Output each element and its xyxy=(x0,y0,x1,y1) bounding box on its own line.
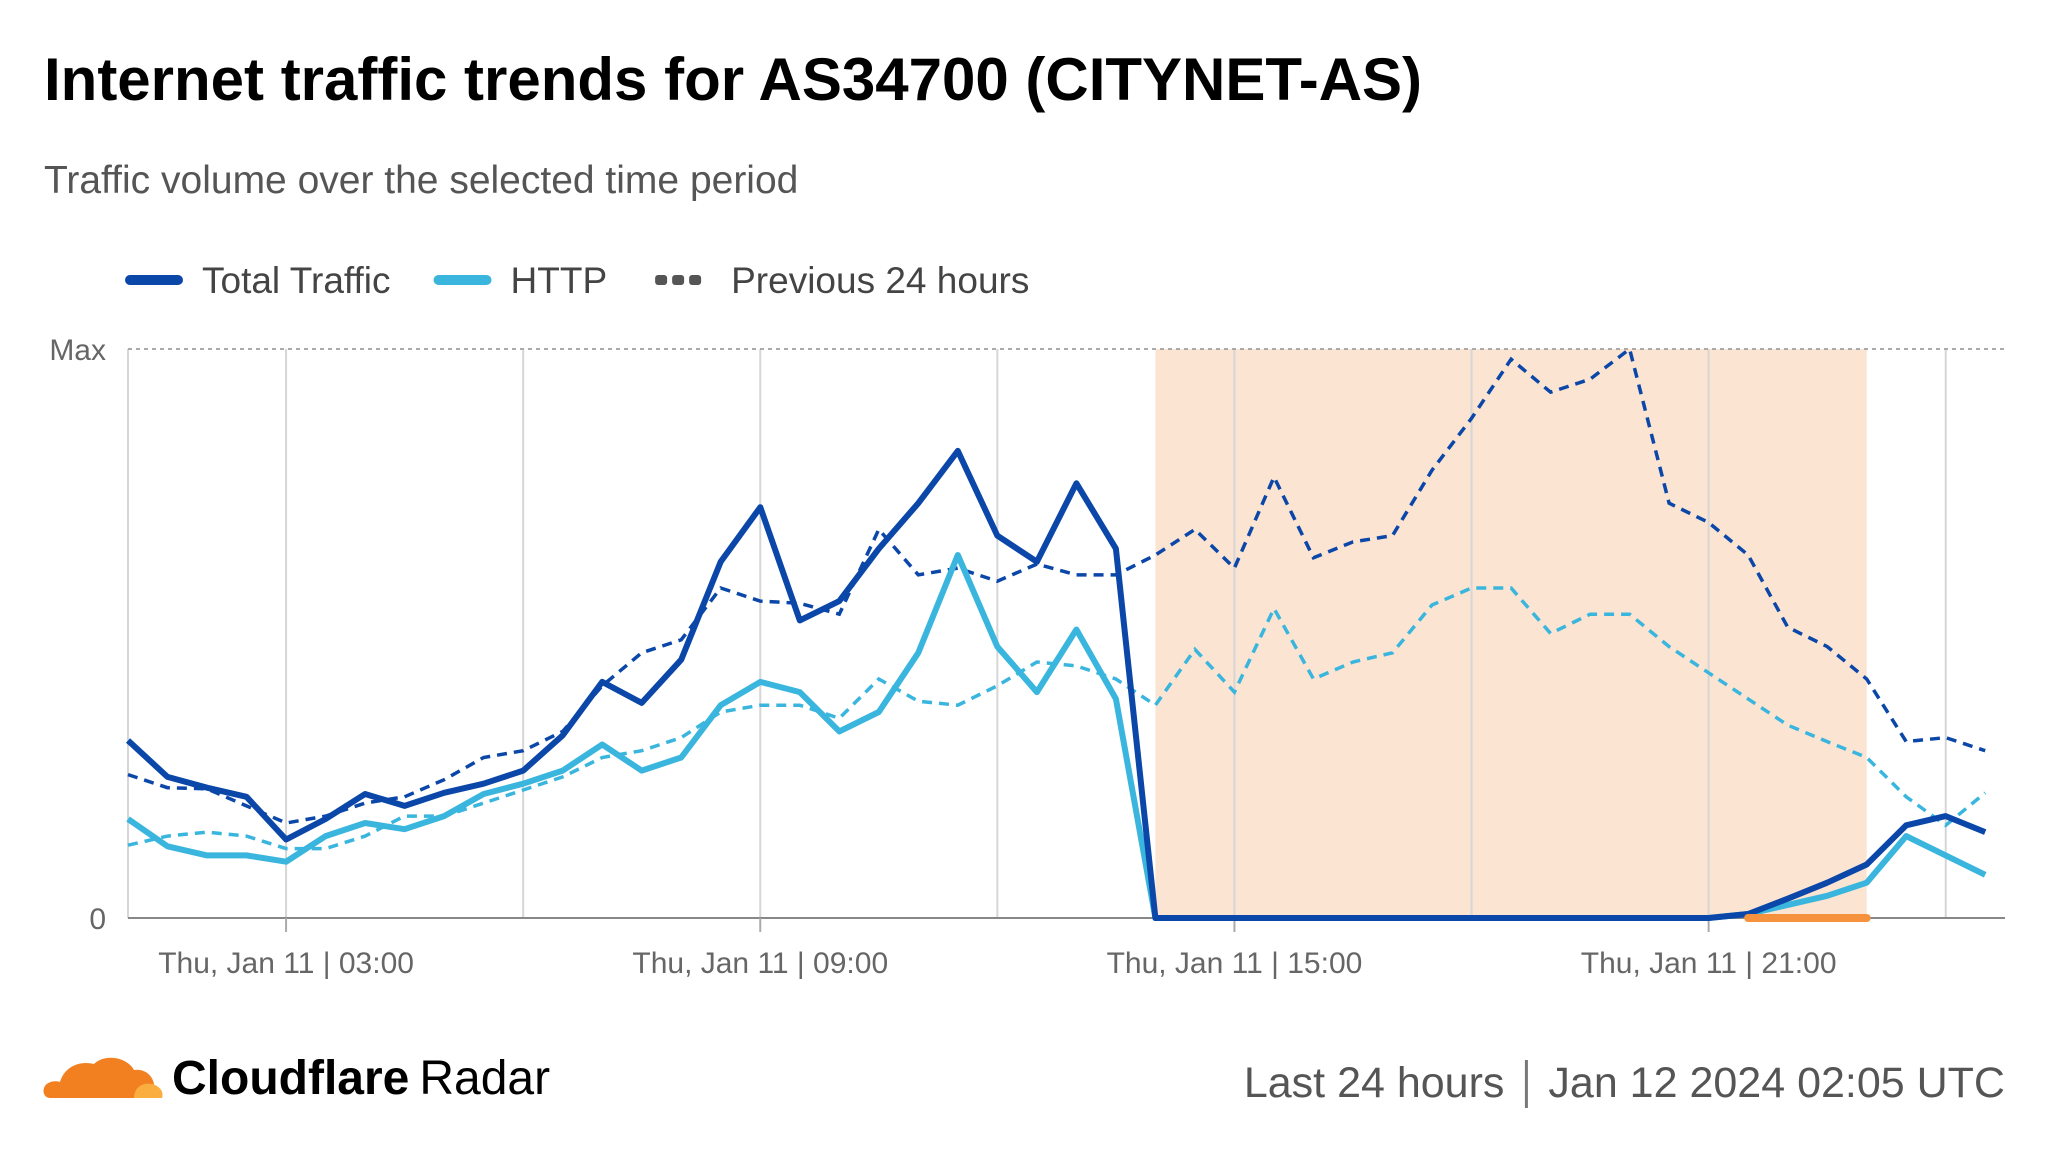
previous-line xyxy=(127,346,1986,825)
cloudflare-logo xyxy=(43,1057,163,1098)
legend-label: Total Traffic xyxy=(202,260,391,301)
legend-label: Previous 24 hours xyxy=(731,260,1029,301)
legend-swatch-dash xyxy=(689,275,702,285)
legend-swatch-dash xyxy=(672,275,685,285)
x-tick-label: Thu, Jan 11 | 03:00 xyxy=(158,947,414,980)
chart-title: Internet traffic trends for AS34700 (CIT… xyxy=(44,46,1422,113)
brand-name: Cloudflare xyxy=(172,1052,409,1105)
footer-period: Last 24 hours xyxy=(1244,1059,1505,1107)
logo-cloud-small xyxy=(134,1083,163,1098)
x-tick-label: Thu, Jan 11 | 09:00 xyxy=(632,947,888,980)
series-line xyxy=(125,447,1987,921)
highlight-band xyxy=(1155,349,1867,918)
logo-cloud xyxy=(43,1057,157,1098)
x-tick-label: Thu, Jan 11 | 15:00 xyxy=(1107,947,1363,980)
x-tick-label: Thu, Jan 11 | 21:00 xyxy=(1581,947,1837,980)
brand-product: Radar xyxy=(419,1052,550,1105)
brand: Cloudflare Radar xyxy=(172,1052,550,1105)
legend-label: HTTP xyxy=(511,260,608,301)
legend-swatch-dash xyxy=(655,275,668,285)
footer-timestamp: Jan 12 2024 02:05 UTC xyxy=(1548,1059,2005,1107)
y-tick-label: Max xyxy=(49,334,106,367)
chart-subtitle: Traffic volume over the selected time pe… xyxy=(44,159,798,202)
y-tick-label: 0 xyxy=(89,903,106,936)
